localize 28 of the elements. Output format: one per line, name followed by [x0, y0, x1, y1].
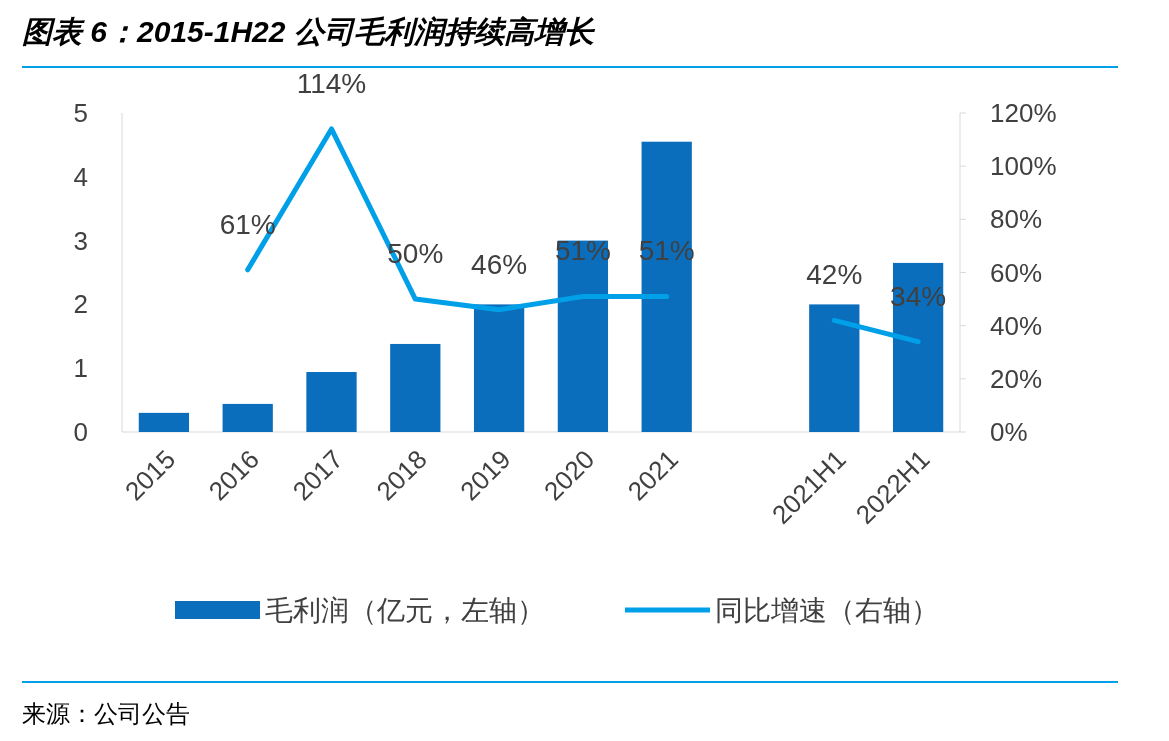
y2-tick-label: 80% — [990, 204, 1043, 235]
legend-label: 毛利润（亿元，左轴） — [265, 595, 545, 626]
data-label: 42% — [806, 259, 863, 291]
y2-tick-label: 100% — [990, 151, 1057, 182]
bar — [306, 372, 357, 432]
y2-tick-label: 60% — [990, 257, 1043, 288]
y2-tick-label: 120% — [990, 98, 1057, 128]
y-tick-label: 2 — [73, 289, 88, 320]
bar — [473, 304, 525, 432]
y2-tick-label: 40% — [990, 310, 1043, 341]
bar — [222, 403, 273, 432]
bar — [641, 141, 692, 432]
y-tick-label: 3 — [73, 225, 88, 256]
data-label: 46% — [471, 248, 528, 280]
data-label: 114% — [296, 67, 367, 99]
y-tick-label: 5 — [73, 98, 88, 128]
bar — [138, 412, 190, 432]
y2-tick-label: 20% — [990, 363, 1043, 394]
y-tick-label: 0 — [73, 417, 88, 447]
data-label: 61% — [219, 208, 276, 240]
chart-title: 图表 6：2015-1H22 公司毛利润持续高增长 — [22, 15, 596, 48]
legend-label: 同比增速（右轴） — [715, 595, 939, 626]
y-tick-label: 1 — [73, 353, 88, 384]
bar — [390, 343, 441, 432]
bar — [809, 304, 860, 432]
y2-tick-label: 0% — [990, 417, 1028, 447]
source-note: 来源：公司公告 — [22, 700, 190, 727]
y-tick-label: 4 — [73, 161, 88, 192]
